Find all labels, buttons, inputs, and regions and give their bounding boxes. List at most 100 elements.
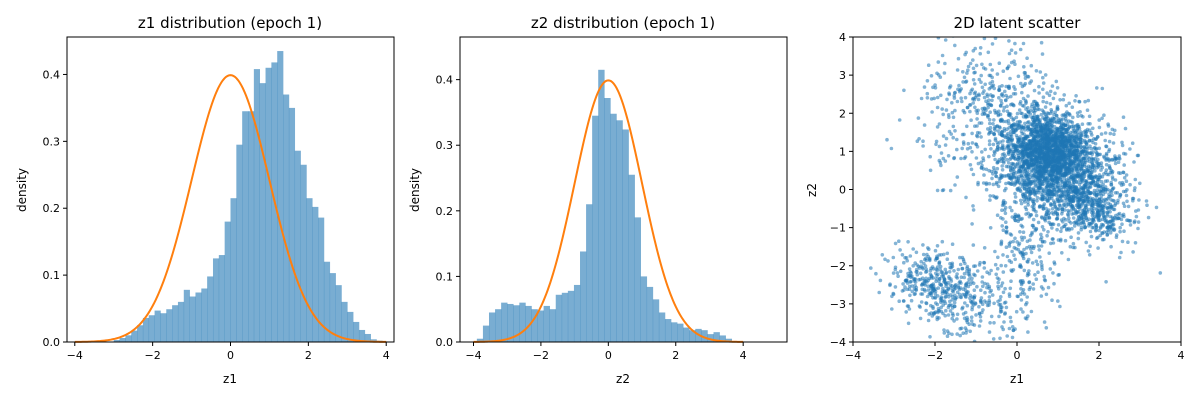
scatter-point: [1040, 263, 1044, 267]
scatter-point: [926, 288, 931, 292]
latent-scatter-panel: 2D latent scatter −4 −2 0 2 4 −4−3−2−101234 …: [805, 14, 1185, 386]
scatter-point: [1041, 95, 1046, 99]
scatter-point: [1073, 208, 1077, 212]
scatter-point: [1042, 274, 1046, 279]
scatter-point: [1113, 161, 1118, 166]
scatter-point: [987, 298, 991, 303]
scatter-point: [1039, 244, 1044, 248]
scatter-point: [925, 91, 930, 96]
scatter-point: [997, 302, 1001, 307]
scatter-point: [1079, 159, 1084, 164]
histogram-bar: [719, 335, 726, 342]
scatter-point: [1037, 188, 1041, 193]
scatter-point: [952, 156, 957, 160]
scatter-point: [1003, 312, 1007, 316]
scatter-point: [990, 68, 994, 72]
scatter-point: [1099, 179, 1104, 184]
scatter-point: [908, 254, 913, 258]
scatter-point: [998, 140, 1003, 144]
scatter-point: [1034, 344, 1038, 348]
scatter-point: [1091, 209, 1095, 213]
histogram-bar: [329, 273, 336, 342]
scatter-point: [940, 291, 945, 296]
scatter-point: [956, 56, 961, 61]
scatter-point: [933, 86, 938, 90]
scatter-point: [1076, 222, 1081, 227]
histogram-bar: [610, 113, 617, 342]
x-tick-label: −4: [845, 349, 861, 362]
scatter-point: [1016, 179, 1020, 183]
scatter-point: [1076, 114, 1080, 118]
scatter-point: [1046, 285, 1051, 290]
scatter-point: [1092, 188, 1097, 193]
scatter-point: [1048, 202, 1053, 206]
scatter-point: [1049, 189, 1054, 194]
scatter-point: [1013, 195, 1018, 199]
histogram-bar: [172, 305, 179, 342]
histogram-bar: [671, 322, 678, 342]
scatter-point: [961, 287, 966, 292]
scatter-point: [979, 288, 983, 293]
scatter-point: [949, 286, 953, 290]
scatter-point: [1022, 200, 1027, 204]
scatter-point: [1105, 179, 1110, 183]
scatter-point: [1077, 182, 1082, 187]
scatter-point: [1048, 267, 1053, 271]
scatter-point: [996, 142, 1000, 146]
scatter-point: [955, 175, 960, 179]
scatter-point: [975, 124, 979, 128]
histogram-bar: [137, 325, 144, 342]
histogram-bar: [567, 290, 575, 342]
scatter-point: [1103, 131, 1108, 135]
scatter-point: [946, 154, 951, 158]
scatter-point: [937, 122, 942, 126]
histogram-bar: [658, 312, 666, 342]
scatter-point: [1060, 226, 1064, 230]
scatter-point: [968, 91, 972, 96]
scatter-point: [943, 38, 948, 42]
scatter-point: [1040, 225, 1045, 229]
histogram-bar: [148, 315, 155, 342]
scatter-point: [1110, 187, 1115, 192]
scatter-point: [1001, 109, 1006, 113]
scatter-point: [869, 266, 873, 270]
scatter-point: [958, 262, 963, 267]
scatter-point: [1090, 170, 1094, 175]
histogram-bar: [549, 309, 557, 342]
scatter-point: [972, 288, 977, 293]
scatter-point: [1124, 173, 1129, 177]
scatter-point: [915, 272, 920, 277]
scatter-point: [950, 261, 955, 266]
scatter-point: [992, 131, 996, 136]
scatter-point: [983, 281, 987, 286]
scatter-point: [1063, 153, 1067, 157]
scatter-point: [1021, 96, 1026, 101]
scatter-point: [993, 128, 997, 132]
scatter-point: [1051, 271, 1055, 275]
scatter-point: [1023, 113, 1028, 117]
scatter-point: [998, 298, 1002, 302]
scatter-point: [1062, 93, 1066, 97]
scatter-point: [941, 112, 945, 117]
scatter-point: [1121, 170, 1125, 175]
scatter-point: [1080, 216, 1084, 221]
scatter-point: [950, 289, 955, 293]
x-tick-label: 0: [605, 349, 612, 362]
scatter-point: [1119, 217, 1124, 222]
scatter-point: [987, 132, 991, 136]
scatter-point: [969, 118, 973, 122]
scatter-point: [1064, 128, 1069, 132]
scatter-point: [934, 139, 939, 144]
scatter-point: [1013, 181, 1018, 186]
z1-normal-pdf-curve: [74, 74, 387, 343]
scatter-point: [1024, 212, 1028, 216]
scatter-point: [1040, 52, 1045, 56]
scatter-point: [982, 89, 986, 93]
scatter-point: [1041, 136, 1045, 140]
scatter-point: [955, 147, 959, 152]
scatter-point: [919, 292, 923, 296]
scatter-point: [961, 305, 965, 310]
scatter-point: [1051, 166, 1055, 171]
scatter-point: [1144, 199, 1149, 203]
scatter-point: [1022, 167, 1026, 171]
